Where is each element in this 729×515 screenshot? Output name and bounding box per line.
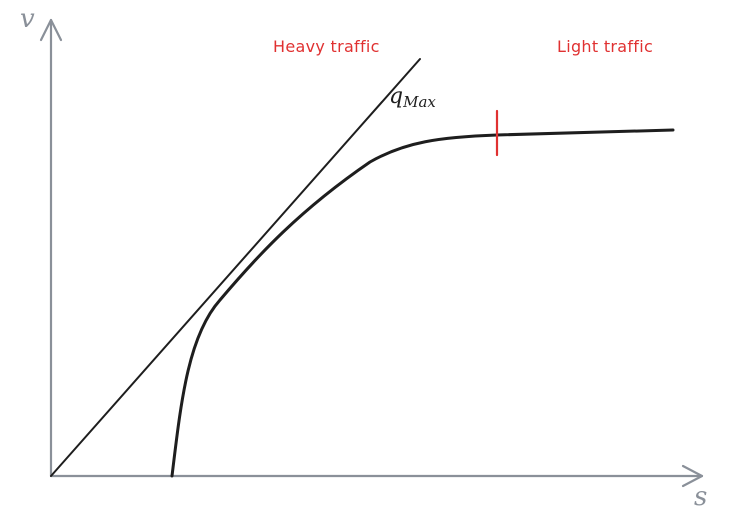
tangent-line (50, 58, 421, 477)
heavy-traffic-label: Heavy traffic (273, 37, 380, 56)
y-axis-label: v (20, 4, 35, 34)
x-axis-label: s (694, 482, 707, 512)
speed-flow-curve (170, 128, 675, 478)
q-max-main: q (389, 84, 403, 109)
q-max-subscript: Max (402, 93, 436, 111)
x-axis-arrowhead (681, 464, 704, 488)
y-axis-arrowhead (39, 18, 63, 42)
y-axis (39, 18, 63, 478)
q-max-label: qMax (389, 84, 436, 111)
x-axis (49, 464, 704, 488)
light-traffic-label: Light traffic (557, 37, 653, 56)
